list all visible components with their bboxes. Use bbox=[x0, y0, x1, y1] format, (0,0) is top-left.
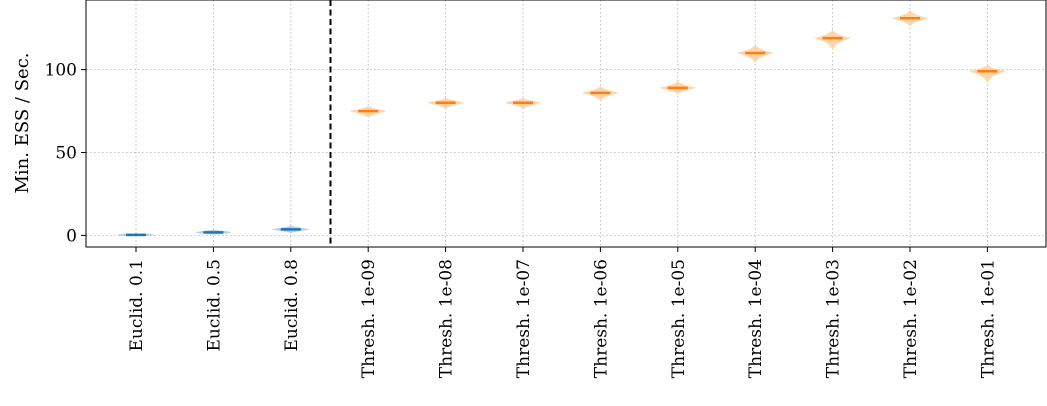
x-tick-label: Thresh. 1e-07 bbox=[514, 259, 534, 378]
x-tick-label: Thresh. 1e-02 bbox=[901, 259, 921, 378]
x-tick-label: Thresh. 1e-04 bbox=[746, 259, 766, 378]
violin-body bbox=[814, 29, 851, 50]
x-tick-label: Thresh. 1e-09 bbox=[359, 259, 379, 378]
x-tick-label: Thresh. 1e-08 bbox=[437, 259, 457, 378]
x-tick-label: Euclid. 0.1 bbox=[127, 259, 147, 351]
plot-frame bbox=[85, 0, 1047, 248]
grid-layer bbox=[86, 0, 1046, 247]
x-tick-label: Thresh. 1e-05 bbox=[669, 259, 689, 378]
x-tick-label: Euclid. 0.8 bbox=[282, 259, 302, 351]
x-tick-label: Euclid. 0.5 bbox=[204, 259, 224, 351]
x-tick-label: Thresh. 1e-03 bbox=[824, 259, 844, 378]
y-axis-label: Min. ESS / Sec. bbox=[12, 52, 33, 193]
y-tick-label: 0 bbox=[66, 226, 77, 246]
axis-layer: 0 50 100 Euclid. 0.1 Euclid. 0.5 Euclid. 0.8 T… bbox=[45, 0, 1047, 378]
x-tick-label: Thresh. 1e-06 bbox=[591, 259, 611, 378]
violin-layer bbox=[118, 9, 1006, 237]
violin-body bbox=[969, 64, 1006, 83]
y-tick-label: 50 bbox=[55, 144, 77, 164]
x-tick-label: Thresh. 1e-01 bbox=[978, 259, 998, 378]
y-tick-label: 100 bbox=[45, 61, 77, 81]
